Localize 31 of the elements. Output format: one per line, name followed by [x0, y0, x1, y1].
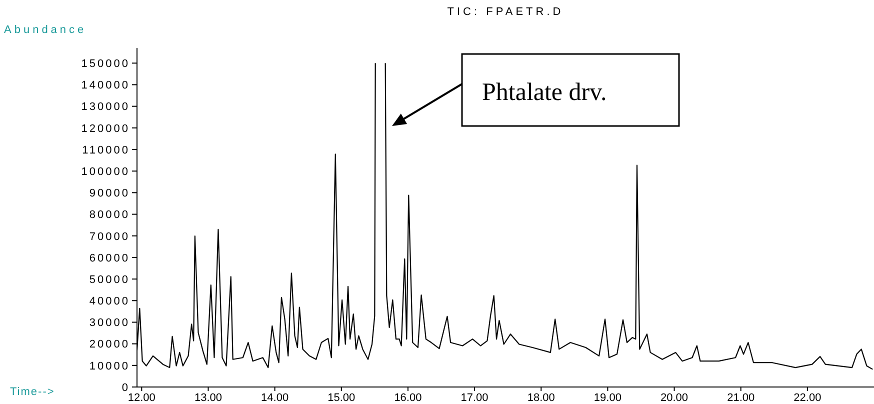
- y-tick-label: 90000: [89, 188, 130, 200]
- y-tick-label: 60000: [89, 252, 130, 264]
- x-tick-label: 21.00: [727, 392, 755, 404]
- y-tick-label: 110000: [82, 144, 130, 156]
- x-tick-label: 18.00: [527, 392, 555, 404]
- x-tick-label: 22.00: [794, 392, 822, 404]
- y-tick-label: 140000: [81, 80, 130, 92]
- x-tick-label: 17.00: [460, 392, 488, 404]
- x-tick-label: 19.00: [594, 392, 622, 404]
- x-tick-label: 15.00: [328, 392, 356, 404]
- y-tick-label: 20000: [89, 338, 130, 351]
- y-axis-title: Abundance: [4, 24, 87, 36]
- x-tick-label: 13.00: [194, 392, 222, 404]
- chart-title: TIC: FPAETR.D: [446, 6, 565, 18]
- x-axis-title: Time-->: [10, 386, 55, 398]
- y-tick-label: 80000: [89, 209, 130, 222]
- x-tick-label: 16.00: [394, 392, 422, 404]
- y-tick-label: 100000: [81, 166, 130, 178]
- y-tick-label: 130000: [81, 101, 130, 114]
- y-tick-label: 40000: [89, 296, 130, 308]
- y-tick-label: 50000: [89, 274, 130, 286]
- y-tick-label: 30000: [89, 317, 130, 330]
- y-tick-label: 120000: [81, 122, 130, 135]
- y-tick-label: 70000: [89, 230, 130, 243]
- x-tick-label: 14.00: [261, 392, 289, 404]
- x-tick-label: 12.00: [128, 392, 156, 404]
- x-tick-label: 20.00: [660, 392, 688, 404]
- y-tick-label: 0: [122, 382, 130, 394]
- annotation: Phtalate drv.: [482, 79, 607, 106]
- y-tick-label: 10000: [89, 360, 130, 372]
- y-tick-label: 150000: [81, 58, 130, 70]
